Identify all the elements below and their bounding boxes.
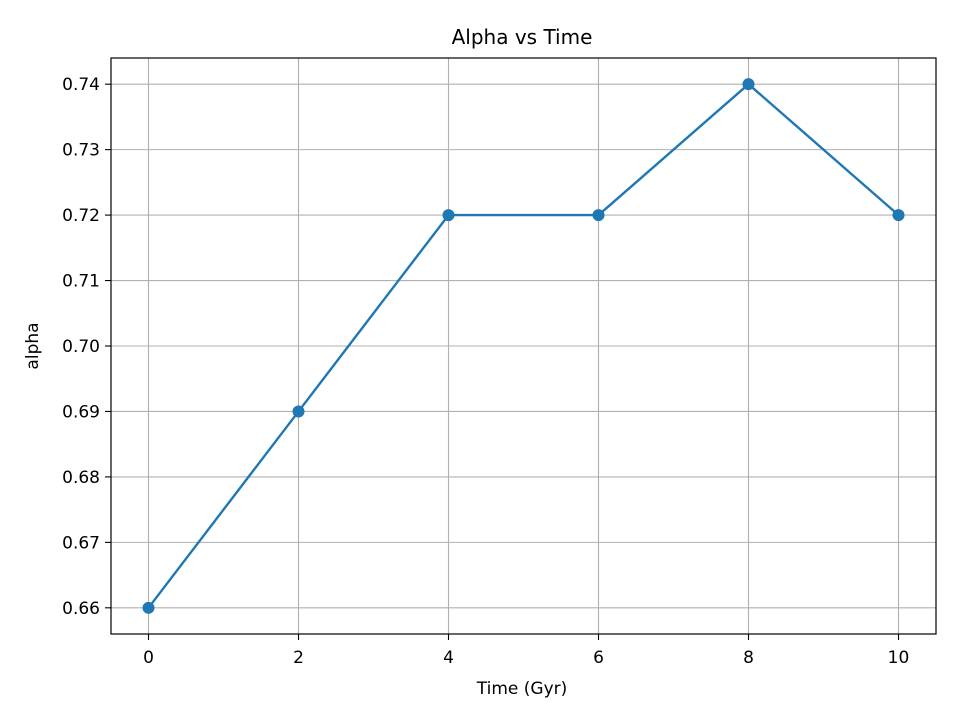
x-tick-label: 0 (143, 648, 154, 668)
y-tick-label: 0.72 (62, 206, 100, 226)
series-line (147, 82, 900, 610)
data-point-marker (292, 405, 305, 418)
chart-title: Alpha vs Time (452, 25, 593, 49)
y-tick-label: 0.69 (62, 402, 100, 422)
x-tick-label: 8 (743, 648, 754, 668)
y-axis-label: alpha (23, 322, 43, 369)
y-tick-label: 0.73 (62, 141, 100, 161)
series-layer (142, 78, 905, 614)
axis-ticks: 0 2 4 6 8 10 0.66 0.67 0.68 0.69 0.70 0.71 0.72 0.73 0… (62, 75, 909, 668)
data-point-marker (892, 209, 905, 222)
y-tick-label: 0.71 (62, 272, 100, 292)
x-tick-label: 2 (293, 648, 304, 668)
data-point-marker (592, 209, 605, 222)
data-point-marker (742, 78, 755, 91)
y-tick-label: 0.68 (62, 468, 100, 488)
y-tick-label: 0.67 (62, 533, 100, 553)
x-tick-label: 10 (888, 648, 910, 668)
data-point-marker (442, 209, 455, 222)
data-point-marker (142, 601, 155, 614)
x-tick-label: 4 (443, 648, 454, 668)
y-tick-label: 0.66 (62, 599, 100, 619)
y-tick-label: 0.74 (62, 75, 100, 95)
x-tick-label: 6 (593, 648, 604, 668)
y-tick-label: 0.70 (62, 337, 100, 357)
x-axis-label: Time (Gyr) (476, 679, 568, 699)
